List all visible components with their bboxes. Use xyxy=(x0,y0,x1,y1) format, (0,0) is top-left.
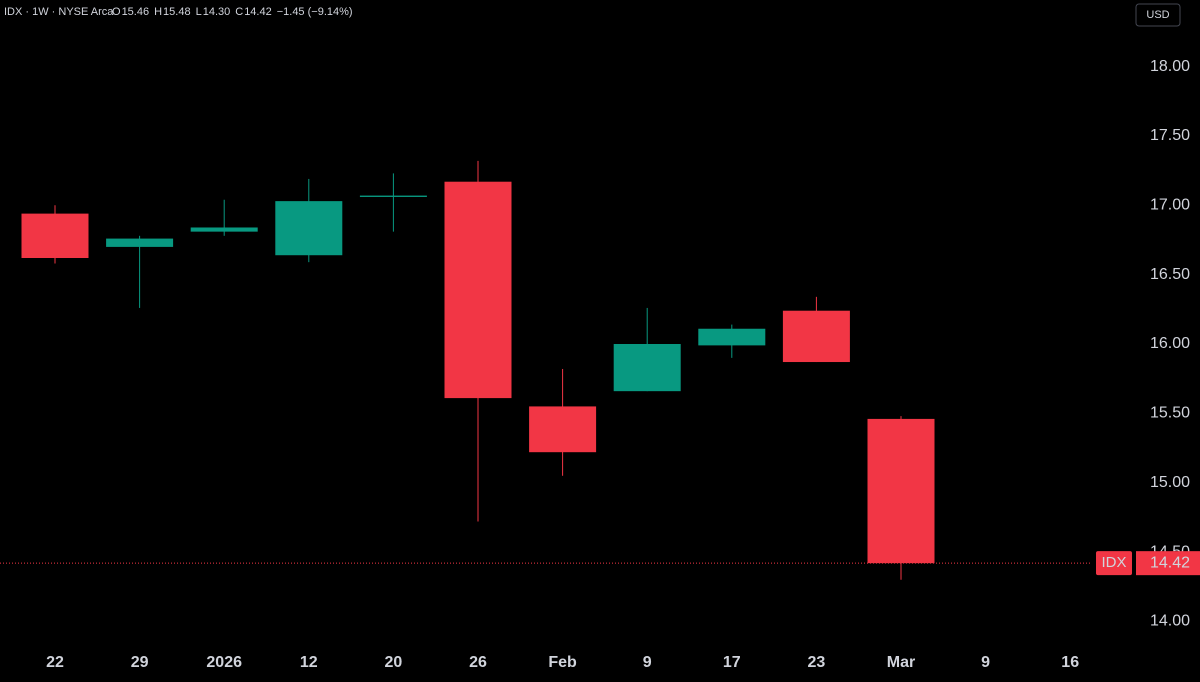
x-tick-label: Mar xyxy=(887,654,915,671)
price-tag-symbol: IDX xyxy=(1101,554,1126,571)
candle-body xyxy=(190,227,258,232)
y-tick-label: 17.50 xyxy=(1150,127,1190,144)
y-tick-label: 18.00 xyxy=(1150,58,1190,75)
ohlc-header: O 15.46 H 15.48 L 14.30 C 14.42 −1.45 (−9.14%) xyxy=(112,6,353,18)
candle-body xyxy=(275,201,343,256)
x-tick-label: 26 xyxy=(469,654,487,671)
last-price-box xyxy=(1136,551,1200,576)
currency[interactable]: USD xyxy=(1146,9,1169,21)
candle-body xyxy=(106,238,174,247)
x-tick-label: 20 xyxy=(385,654,403,671)
x-tick-label: 12 xyxy=(300,654,318,671)
candle-body xyxy=(529,406,597,453)
candle-body xyxy=(698,328,766,346)
x-tick-label: 16 xyxy=(1061,654,1079,671)
y-tick-label: 14.00 xyxy=(1150,613,1190,630)
price-tag-box xyxy=(1096,551,1132,576)
last-price-label: 14.42 xyxy=(1150,554,1190,571)
candle-body xyxy=(782,310,850,363)
candle-body xyxy=(613,344,681,392)
header-change: −1.45 (−9.14%) xyxy=(277,6,353,18)
candle-body xyxy=(867,418,935,564)
symbol: IDX · 1W · NYSE Arca xyxy=(4,6,114,18)
candle-body xyxy=(21,213,89,258)
x-tick-label: 23 xyxy=(808,654,826,671)
x-tick-label: 2026 xyxy=(206,654,242,671)
header-l-label: L xyxy=(196,6,202,18)
x-tick-label: 9 xyxy=(643,654,652,671)
candle-body xyxy=(359,195,427,197)
currency-button[interactable] xyxy=(1135,3,1181,27)
y-tick-label: 16.00 xyxy=(1150,335,1190,352)
x-tick-label: 29 xyxy=(131,654,149,671)
x-tick-label: 22 xyxy=(46,654,64,671)
header-h: 15.48 xyxy=(163,6,191,18)
candle-body xyxy=(444,181,512,399)
x-tick-label: Feb xyxy=(548,654,577,671)
header-c: 14.42 xyxy=(244,6,272,18)
y-tick-label: 15.00 xyxy=(1150,474,1190,491)
header-o-label: O xyxy=(112,6,121,18)
x-tick-label: 17 xyxy=(723,654,741,671)
header-l: 14.30 xyxy=(203,6,231,18)
x-tick-label: 9 xyxy=(981,654,990,671)
y-tick-label: 15.50 xyxy=(1150,405,1190,422)
y-tick-label: 17.00 xyxy=(1150,197,1190,214)
y-tick-label: 16.50 xyxy=(1150,266,1190,283)
header-c-label: C xyxy=(235,6,243,18)
header-o: 15.46 xyxy=(122,6,150,18)
header-h-label: H xyxy=(154,6,162,18)
